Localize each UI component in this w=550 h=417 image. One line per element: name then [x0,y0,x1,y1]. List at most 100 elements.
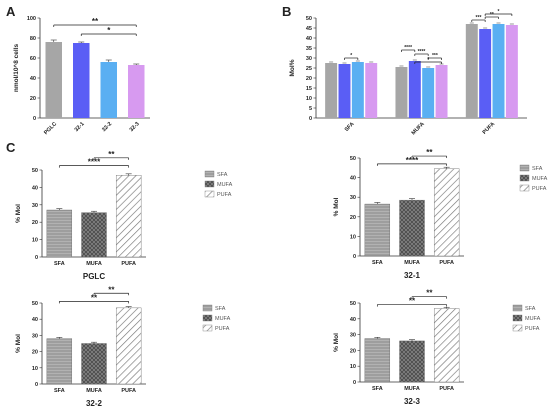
y-tick-label: 20 [306,76,312,82]
legend: SFA MUFA PUFA [512,304,541,332]
x-tick-label: PUFA [482,121,497,136]
x-tick-label: 32-2 [101,121,113,133]
chart-subtitle: 32-1 [404,271,421,280]
x-tick-label: MUFA [86,261,102,267]
bar [46,338,73,385]
y-axis-title: % Mol [333,197,340,216]
bar [338,64,351,118]
y-tick-label: 50 [350,156,356,162]
bar [395,67,408,118]
y-tick-label: 30 [350,333,356,339]
legend-swatch [202,314,213,322]
x-tick-label: MUFA [404,260,420,266]
y-tick-label: 35 [306,46,312,52]
bar [351,62,364,118]
y-tick-label: 20 [32,220,38,226]
x-tick-label: SFA [54,261,65,267]
x-tick-label: SFA [372,260,383,266]
significance-label: ** [426,148,433,157]
y-tick-label: 0 [353,380,356,386]
y-tick-label: 40 [350,317,356,323]
x-tick-label: SFA [372,386,383,392]
bar [115,175,142,258]
y-tick-label: 0 [33,116,36,122]
y-tick-label: 20 [32,350,38,356]
y-tick-label: 10 [350,364,356,370]
y-axis-title: % Mol [15,334,22,353]
bar [422,68,435,118]
y-tick-label: 50 [32,168,38,174]
y-tick-label: 20 [350,348,356,354]
legend-label: PUFA [215,326,230,332]
x-tick-label: PUFA [439,260,454,266]
legend-label: MUFA [525,316,541,322]
y-tick-label: 60 [30,56,36,62]
x-tick-label: MUFA [86,388,102,394]
legend-label: SFA [525,306,536,312]
bar [435,65,448,118]
bar [45,42,62,118]
panel-letter-c: C [6,140,16,155]
x-tick-label: PUFA [121,388,136,394]
bar [81,343,107,385]
significance-label: **** [406,156,419,165]
bar [492,24,505,118]
legend-label: MUFA [215,316,231,322]
bar [364,203,391,257]
y-tick-label: 80 [30,36,36,42]
chart-a: 0 20 40 60 80 100 nmol/10^8 cells PGLC 32-1 32-2 3… [12,16,150,136]
bar [408,61,421,118]
x-tick-label: PGLC [43,121,58,136]
bar [433,168,460,257]
legend-swatch [519,174,530,182]
chart-subtitle: 32-3 [404,397,421,406]
y-tick-label: 50 [306,16,312,22]
legend-swatch [204,180,215,188]
y-axis-title: nmol/10^8 cells [12,44,20,93]
bar [365,63,378,118]
chart-c-32-2: 0 10 20 30 40 50 % Mol SFA MUFA PUFA 32-2 ** ** SFA MU… [15,285,231,408]
x-tick-label: SFA [54,388,65,394]
y-tick-label: 40 [30,76,36,82]
bar [399,199,425,257]
panel-letter-a: A [6,4,16,19]
significance-label: ** [108,285,115,294]
significance-label: **** [418,49,426,55]
x-tick-label: PUFA [121,261,136,267]
legend: SFA MUFA PUFA [202,304,231,332]
x-tick-label: 32-1 [74,121,86,133]
legend-label: PUFA [532,186,547,192]
legend: SFA MUFA PUFA [204,170,233,198]
bar [479,29,492,118]
bar [364,338,391,383]
bar [399,340,425,383]
y-tick-label: 30 [306,56,312,62]
bar [81,212,107,258]
y-tick-label: 40 [306,36,312,42]
y-tick-label: 30 [350,195,356,201]
y-tick-label: 0 [309,116,312,122]
y-axis-title: Mol% [289,59,296,76]
significance-label: ** [91,293,98,302]
bar [433,308,460,383]
significance-label: **** [404,45,412,51]
legend-label: SFA [215,306,226,312]
y-tick-label: 30 [32,203,38,209]
legend-label: SFA [532,166,543,172]
legend-swatch [519,184,530,192]
significance-label: *** [432,53,438,59]
bar [73,43,90,118]
x-tick-label: PUFA [439,386,454,392]
significance-label: * [427,57,429,63]
legend-swatch [512,314,523,322]
significance-label: * [107,26,111,35]
bar [325,63,338,118]
y-axis-title: % Mol [15,204,22,223]
y-tick-label: 0 [35,382,38,388]
y-tick-label: 50 [32,301,38,307]
bar [100,62,117,118]
legend-swatch [519,164,530,172]
significance-label: *** [476,15,482,21]
y-tick-label: 40 [32,317,38,323]
